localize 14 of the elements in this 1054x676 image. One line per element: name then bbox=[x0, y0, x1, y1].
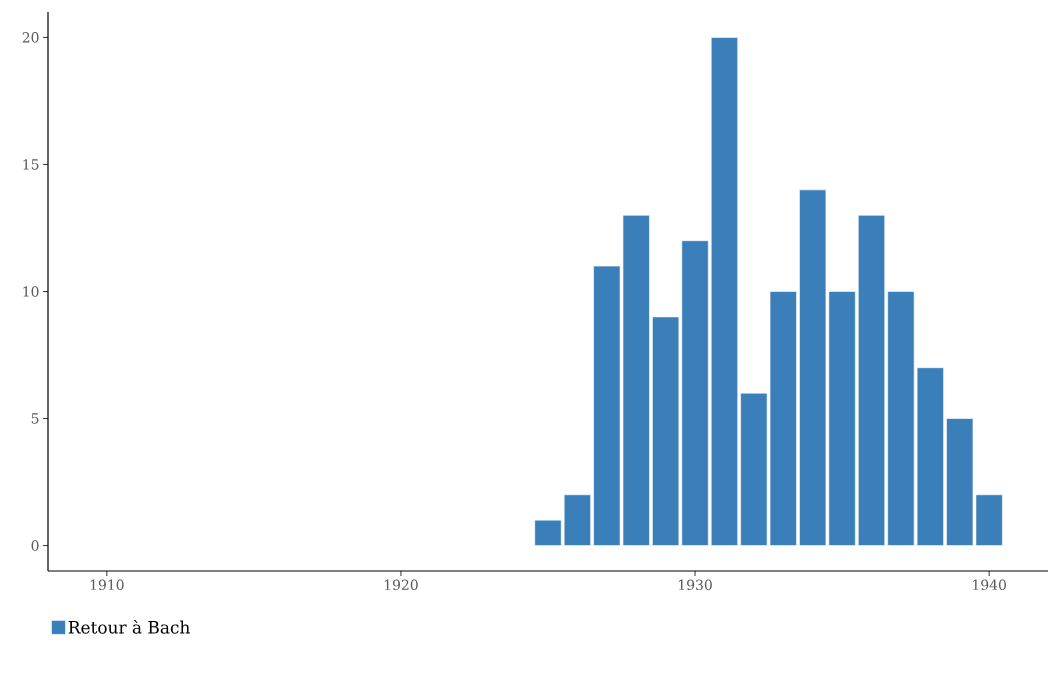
x-tick-label: 1910 bbox=[90, 579, 124, 591]
x-tick-label: 1940 bbox=[973, 579, 1006, 591]
bar bbox=[563, 494, 591, 546]
x-tick-label: 1920 bbox=[384, 579, 418, 591]
y-tick-label: 20 bbox=[22, 32, 39, 43]
bar bbox=[710, 37, 738, 546]
legend-label: Retour à Bach bbox=[68, 619, 190, 634]
x-tick-label: 1930 bbox=[679, 579, 712, 591]
y-tick-label: 15 bbox=[23, 159, 39, 170]
y-tick-label: 10 bbox=[23, 286, 39, 297]
bar bbox=[534, 519, 562, 546]
bar bbox=[857, 214, 886, 546]
y-tick-label: 5 bbox=[31, 413, 39, 424]
y-tick-label: 0 bbox=[31, 540, 39, 551]
